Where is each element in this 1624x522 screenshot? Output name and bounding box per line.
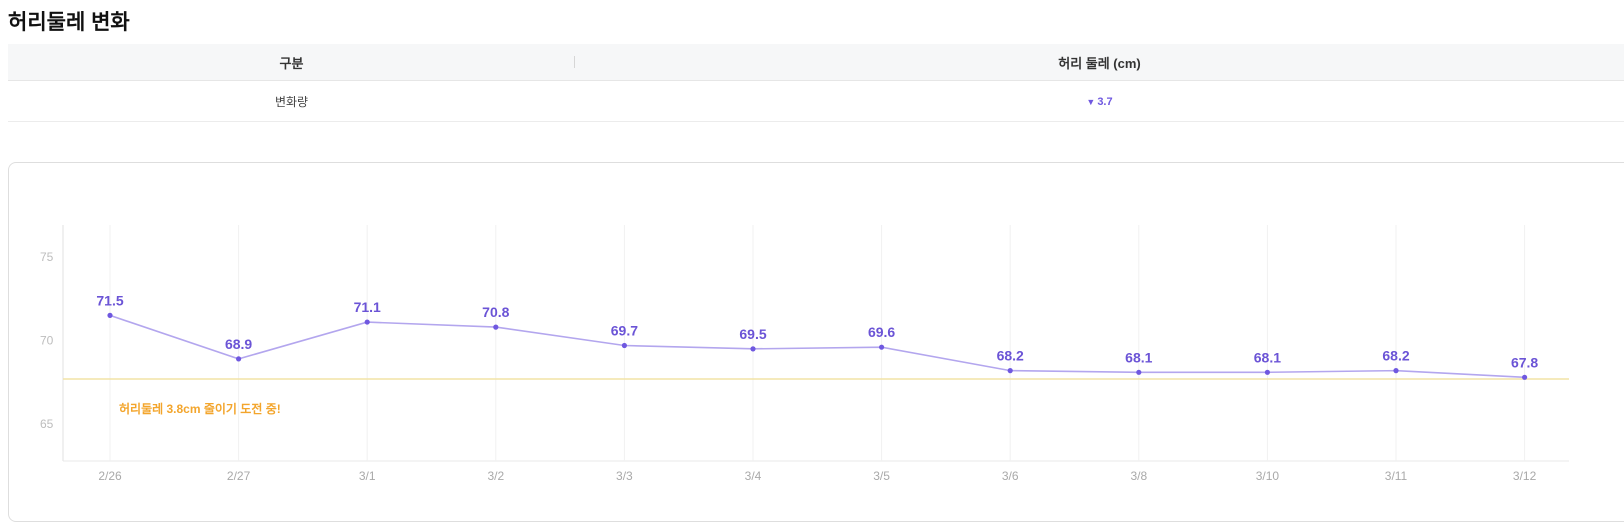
x-tick-label: 3/10	[1256, 469, 1280, 483]
page-title: 허리둘레 변화	[8, 11, 130, 34]
x-tick-label: 3/6	[1002, 469, 1019, 483]
waist-chart: 65 70 75 2/26 2/27 3/1 3/2 3/3 3/4 3/5 3/6 3/8 3/10 3…	[40, 225, 1569, 483]
chart-card: 65 70 75 2/26 2/27 3/1 3/2 3/3 3/4 3/5 3/6 3/8 3/10 3…	[8, 162, 1624, 522]
series-line	[109, 314, 1525, 379]
x-tick-label: 3/12	[1513, 469, 1537, 483]
goal-label: 허리둘레 3.8cm 줄이기 도전 중!	[119, 401, 281, 416]
data-point	[364, 319, 370, 325]
data-point	[1136, 369, 1142, 375]
data-point	[750, 346, 756, 352]
x-tick-label: 3/8	[1130, 469, 1147, 483]
x-tick-label: 3/1	[359, 469, 376, 483]
header-waist: 허리 둘레 (cm)	[575, 44, 1624, 81]
summary-row: 변화량 ▼ 3.7	[8, 80, 1624, 122]
x-tick-label: 3/4	[745, 469, 762, 483]
data-point	[1264, 369, 1270, 375]
summary-table: 구분 허리 둘레 (cm) 변화량 ▼ 3.7	[8, 44, 1624, 122]
data-label: 67.8	[1511, 354, 1538, 370]
x-tick-label: 3/2	[487, 469, 504, 483]
data-point	[1393, 368, 1399, 374]
row-change: ▼ 3.7	[575, 80, 1624, 122]
down-arrow-icon: ▼	[1086, 97, 1096, 107]
change-value: 3.7	[1097, 96, 1113, 108]
data-point	[1522, 374, 1528, 380]
x-tick-label: 3/11	[1385, 469, 1408, 483]
data-label: 68.2	[1382, 348, 1409, 364]
header-category: 구분	[8, 44, 575, 81]
x-tick-label: 3/3	[616, 469, 633, 483]
data-label: 71.1	[354, 299, 381, 315]
data-point	[236, 356, 242, 362]
data-label: 70.8	[482, 304, 509, 320]
y-tick-label: 75	[40, 250, 54, 264]
data-point	[493, 324, 499, 330]
x-tick-label: 3/5	[873, 469, 890, 483]
data-label: 71.5	[96, 292, 123, 308]
data-label: 68.9	[225, 336, 252, 352]
data-label: 69.7	[611, 323, 638, 339]
data-point	[879, 344, 885, 350]
data-point	[621, 342, 628, 349]
summary-header-row: 구분 허리 둘레 (cm)	[8, 44, 1624, 81]
y-tick-label: 70	[40, 333, 54, 347]
data-point	[1007, 368, 1013, 374]
data-label: 68.1	[1254, 349, 1281, 365]
data-label: 68.1	[1125, 349, 1152, 365]
x-tick-label: 2/26	[98, 469, 122, 483]
y-tick-label: 65	[40, 417, 54, 431]
data-label: 69.5	[739, 326, 766, 342]
row-label: 변화량	[8, 80, 575, 122]
data-label: 69.6	[868, 324, 895, 340]
data-point	[107, 312, 113, 318]
data-label: 68.2	[997, 348, 1024, 364]
x-tick-label: 2/27	[227, 469, 251, 483]
